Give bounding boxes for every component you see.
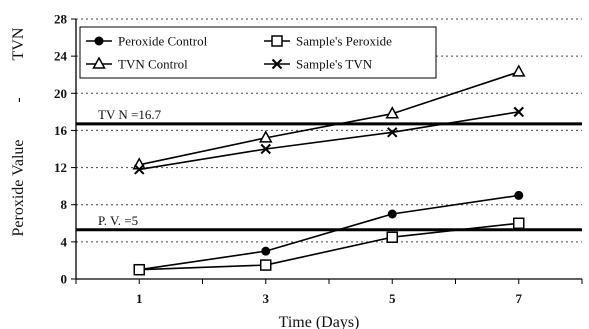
legend-box: [79, 26, 437, 79]
y-axis-label-peroxide: Peroxide Value: [10, 139, 27, 236]
data-point-2-3: [511, 64, 526, 77]
series-line-1: [139, 222, 519, 271]
y-tick-label-0: 0: [61, 272, 68, 287]
y-axis-label-tvn: TVN: [10, 27, 27, 60]
legend-label-0: Peroxide Control: [118, 34, 208, 49]
data-point-0-3: [514, 190, 524, 200]
legend: Peroxide Control Sample's Peroxide TVN Con…: [79, 26, 437, 79]
y-tick-label-1: 4: [61, 234, 68, 249]
x-axis-label: Time (Days): [279, 314, 360, 329]
data-point-1-2: [386, 231, 398, 243]
data-point-1-0: [133, 263, 145, 276]
reference-lines: TV N =16.7 P. V. =5: [76, 107, 582, 232]
data-point-0-2: [387, 209, 397, 219]
series-line-0: [139, 194, 519, 271]
y-tick-label-4: 16: [54, 123, 68, 138]
series: [132, 64, 526, 276]
y-axis-label-separator: -: [10, 97, 27, 102]
legend-marker-3: [271, 58, 283, 70]
data-point-1-3: [513, 217, 525, 230]
data-point-3-0: [134, 164, 145, 175]
y-tick-label-3: 12: [54, 160, 67, 175]
data-point-2-1: [258, 130, 273, 143]
x-tick-label-2: 5: [389, 291, 396, 306]
series-line-3: [139, 111, 519, 171]
reference-label-1: P. V. =5: [98, 213, 138, 228]
data-point-0-1: [261, 246, 271, 256]
y-tick-label-6: 24: [54, 49, 68, 64]
legend-label-3: Sample's TVN: [296, 57, 373, 72]
x-tick-label-1: 3: [263, 291, 270, 306]
legend-marker-1: [271, 35, 283, 47]
data-point-2-2: [385, 106, 400, 119]
data-point-1-1: [260, 259, 272, 271]
legend-marker-2: [92, 56, 106, 69]
data-point-3-1: [260, 143, 271, 155]
axes: 0 4 8 12 16 20 24 28 1 3 5 7: [54, 12, 583, 306]
data-point-3-3: [513, 106, 524, 118]
legend-label-1: Sample's Peroxide: [296, 34, 392, 49]
y-tick-label-5: 20: [54, 86, 67, 101]
x-tick-label-0: 1: [136, 291, 143, 306]
legend-marker-0: [94, 36, 104, 46]
data-point-3-2: [387, 127, 398, 138]
series-line-2: [139, 71, 520, 166]
x-tick-label-3: 7: [516, 291, 523, 306]
legend-label-2: TVN Control: [118, 57, 188, 72]
grid: [76, 18, 582, 243]
y-tick-label-7: 28: [54, 12, 68, 27]
reference-label-0: TV N =16.7: [98, 107, 162, 122]
y-tick-label-2: 8: [61, 197, 68, 212]
